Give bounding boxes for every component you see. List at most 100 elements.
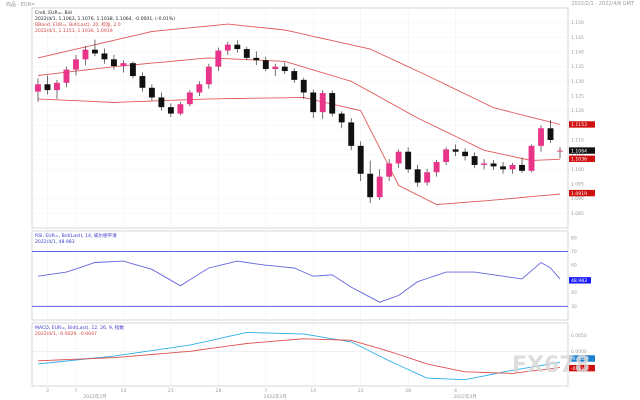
rsi-y-tick: 70 <box>571 249 577 255</box>
rsi-marker-box <box>569 277 591 284</box>
price-marker-label: 1.1153 <box>571 122 587 128</box>
rsi-y-tick: 40 <box>571 290 577 296</box>
candle-body <box>300 79 307 93</box>
candle-body <box>452 149 459 152</box>
price-marker-label: 1.0919 <box>571 191 587 197</box>
x-tick-label: 7 <box>75 388 78 394</box>
candle-body <box>262 60 269 70</box>
price-y-tick: 1.145 <box>571 35 584 41</box>
x-tick-label: 21 <box>168 388 174 394</box>
rsi-legend-text: 2022/4/1, 48.983 <box>35 239 75 245</box>
price-marker-box <box>569 189 595 197</box>
candle-body <box>234 44 241 50</box>
x-tick-label: 4 <box>454 388 457 394</box>
price-marker-box <box>569 121 595 128</box>
date-range-label: 2022/2/1 - 2022/4/8 GMT <box>571 1 634 7</box>
macd-marker-label: -0.0029 <box>571 356 589 362</box>
candle-body <box>367 173 374 198</box>
rsi-y-tick: 80 <box>571 235 577 241</box>
price-marker-box <box>569 155 595 162</box>
watermark-logo: FX678 <box>512 353 590 378</box>
price-y-tick: 1.135 <box>571 64 584 70</box>
x-group-label: 2022年4月 <box>453 393 476 400</box>
candle-body <box>329 93 336 114</box>
candle-body <box>35 84 41 92</box>
candle-body <box>433 162 440 173</box>
candle-body <box>196 84 203 93</box>
candle-body <box>338 113 345 123</box>
candle-body <box>547 128 554 140</box>
price-y-tick: 1.105 <box>571 152 584 158</box>
candle-body <box>167 107 174 114</box>
price-y-tick: 1.140 <box>571 50 584 56</box>
candle-body <box>82 49 89 60</box>
candle-body <box>509 164 516 170</box>
candle-body <box>481 163 488 165</box>
candle-body <box>177 104 184 114</box>
candle-body <box>139 76 146 88</box>
candle-body <box>462 151 469 157</box>
candle-body <box>224 44 231 51</box>
price-y-tick: 1.120 <box>571 108 584 114</box>
macd-marker-box <box>569 355 595 362</box>
price-y-tick: 1.125 <box>571 94 584 100</box>
candle-body <box>92 49 98 54</box>
x-tick-label: 7 <box>264 388 267 394</box>
candle-body <box>443 149 450 162</box>
macd-main-line <box>37 331 561 381</box>
candle-body <box>376 176 383 198</box>
pane-frame <box>31 230 569 321</box>
rsi-y-tick: 30 <box>571 304 577 310</box>
x-tick-label: 14 <box>121 388 127 394</box>
candle-body <box>538 128 544 146</box>
price-y-tick: 1.100 <box>571 167 584 173</box>
candle-body <box>215 50 222 67</box>
candle-body <box>110 59 117 67</box>
candle-body <box>281 66 288 72</box>
rsi-y-tick: 60 <box>571 263 577 269</box>
candle-body <box>253 57 260 61</box>
candle-body <box>129 63 136 77</box>
x-tick-label: 3 <box>46 388 49 394</box>
price-y-tick: 1.150 <box>571 20 584 26</box>
rsi-line <box>37 260 561 303</box>
x-group-label: 2022年3月 <box>264 393 287 400</box>
candle-body <box>557 150 563 152</box>
bband-upper-line <box>37 23 561 125</box>
price-legend-text: BBand, EUR=, Bid(Last), 20, 标准, 2.0 <box>35 21 121 28</box>
macd-marker-box <box>569 364 595 372</box>
price-y-tick: 1.095 <box>571 182 584 188</box>
candle-body <box>490 163 497 167</box>
pane-frame <box>31 322 569 387</box>
price-y-tick: 1.130 <box>571 79 584 85</box>
candle-body <box>348 122 355 146</box>
candle-body <box>63 69 70 83</box>
x-group-label: 2022年2月 <box>83 393 106 400</box>
rsi-marker-label: 48.983 <box>571 278 587 284</box>
price-y-tick: 1.090 <box>571 196 584 202</box>
candle-body <box>291 71 298 80</box>
price-legend-text: Cndl, EUR=, Bid <box>35 10 72 16</box>
x-tick-label: 28 <box>215 388 221 394</box>
candle-body <box>158 97 165 108</box>
macd-marker-label: -0.0047 <box>571 366 589 372</box>
candle-body <box>148 87 155 98</box>
candle-body <box>405 151 412 170</box>
candle-body <box>186 92 193 105</box>
candle-body <box>395 151 402 164</box>
price-marker-label: 1.1064 <box>571 148 587 154</box>
candle-body <box>357 145 364 174</box>
macd-signal-line <box>37 338 561 374</box>
candle-body <box>471 156 478 165</box>
candle-body <box>243 49 250 58</box>
price-y-tick: 1.085 <box>571 211 584 217</box>
macd-legend-text: MACD, EUR=, Bid(Last), 12, 26, 9, 指数 <box>35 324 124 331</box>
candle-body <box>386 163 393 177</box>
candle-body <box>73 59 79 70</box>
candle-body <box>414 169 421 183</box>
price-marker-box <box>569 147 595 154</box>
candle-body <box>272 66 279 70</box>
macd-y-tick: 0.0050 <box>571 333 587 339</box>
